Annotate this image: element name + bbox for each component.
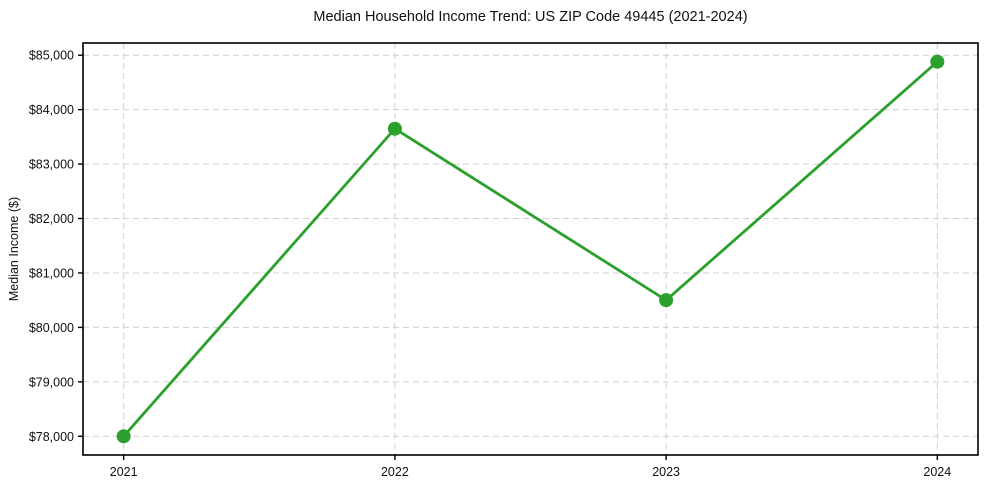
plot-border	[82, 42, 979, 456]
chart-title: Median Household Income Trend: US ZIP Co…	[313, 9, 748, 25]
data-point	[659, 293, 674, 308]
x-tick-label: 2021	[110, 465, 138, 479]
x-tick-label: 2023	[652, 465, 680, 479]
y-tick-label: $79,000	[29, 375, 74, 389]
y-tick-label: $82,000	[29, 212, 74, 226]
data-point	[116, 429, 131, 444]
x-tick-label: 2022	[381, 465, 409, 479]
x-tick-label: 2024	[923, 465, 951, 479]
y-tick-label: $81,000	[29, 266, 74, 280]
trend-line	[122, 60, 939, 438]
y-tick-label: $80,000	[29, 321, 74, 335]
y-tick-label: $85,000	[29, 49, 74, 63]
y-tick-label: $83,000	[29, 158, 74, 172]
y-tick-label: $84,000	[29, 103, 74, 117]
data-point	[930, 54, 945, 69]
data-point	[387, 121, 402, 136]
y-tick-label: $78,000	[29, 430, 74, 444]
